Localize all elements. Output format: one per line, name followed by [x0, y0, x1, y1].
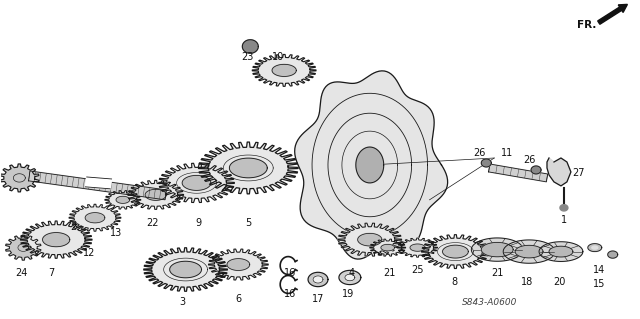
Polygon shape	[397, 238, 438, 257]
Text: 13: 13	[110, 228, 122, 238]
Polygon shape	[471, 238, 523, 261]
Polygon shape	[370, 239, 406, 256]
Polygon shape	[128, 180, 184, 209]
Polygon shape	[294, 71, 447, 259]
Polygon shape	[358, 234, 382, 246]
Text: 24: 24	[15, 268, 28, 278]
Text: 6: 6	[236, 294, 241, 304]
Text: 23: 23	[241, 52, 253, 63]
Text: 21: 21	[491, 268, 504, 278]
FancyArrow shape	[598, 4, 627, 24]
Text: 8: 8	[451, 278, 458, 287]
Text: FR.: FR.	[577, 19, 596, 30]
Polygon shape	[209, 249, 268, 280]
Polygon shape	[608, 251, 618, 258]
Text: 9: 9	[195, 218, 202, 228]
Polygon shape	[308, 272, 328, 287]
Text: 19: 19	[342, 289, 354, 300]
Polygon shape	[356, 147, 384, 183]
Polygon shape	[227, 259, 250, 271]
Polygon shape	[159, 163, 234, 203]
Text: 4: 4	[349, 268, 355, 278]
Text: 22: 22	[147, 218, 159, 228]
Polygon shape	[313, 276, 323, 283]
Polygon shape	[29, 171, 166, 200]
Text: 3: 3	[180, 297, 186, 308]
Text: 12: 12	[83, 248, 95, 258]
Polygon shape	[481, 159, 492, 167]
Text: 10: 10	[272, 52, 284, 63]
Text: 16: 16	[284, 289, 296, 300]
Polygon shape	[339, 271, 361, 285]
Polygon shape	[145, 189, 166, 200]
Text: 2: 2	[70, 222, 76, 232]
Polygon shape	[170, 261, 202, 278]
Polygon shape	[588, 244, 602, 252]
Polygon shape	[410, 244, 425, 251]
Polygon shape	[272, 64, 296, 77]
Polygon shape	[243, 40, 259, 53]
Polygon shape	[422, 235, 489, 269]
Text: 15: 15	[593, 279, 605, 289]
Text: 26: 26	[473, 148, 486, 158]
Polygon shape	[488, 164, 548, 182]
Text: S843-A0600: S843-A0600	[461, 298, 517, 307]
Text: 17: 17	[312, 294, 324, 304]
Text: 18: 18	[521, 278, 533, 287]
Text: 7: 7	[48, 268, 54, 278]
Polygon shape	[592, 246, 598, 249]
Polygon shape	[539, 242, 583, 262]
Text: 27: 27	[573, 168, 585, 178]
Text: 26: 26	[523, 155, 535, 165]
Text: 5: 5	[245, 218, 252, 228]
Polygon shape	[69, 204, 121, 231]
Polygon shape	[144, 248, 227, 291]
Polygon shape	[6, 235, 41, 260]
Polygon shape	[198, 142, 298, 194]
Polygon shape	[481, 242, 513, 257]
Polygon shape	[503, 240, 555, 263]
Polygon shape	[20, 221, 92, 258]
Polygon shape	[442, 245, 468, 258]
Polygon shape	[85, 177, 111, 189]
Polygon shape	[515, 245, 543, 258]
Polygon shape	[560, 204, 568, 211]
Polygon shape	[42, 233, 70, 247]
Polygon shape	[229, 158, 268, 178]
Text: 1: 1	[561, 215, 567, 225]
Text: 25: 25	[412, 264, 424, 275]
Text: 11: 11	[501, 148, 513, 158]
Polygon shape	[381, 244, 394, 251]
Text: 16: 16	[284, 268, 296, 278]
Polygon shape	[252, 55, 316, 86]
Text: 14: 14	[593, 264, 605, 275]
Polygon shape	[531, 166, 541, 174]
Polygon shape	[549, 246, 573, 257]
Polygon shape	[85, 213, 105, 223]
Polygon shape	[105, 190, 141, 209]
Polygon shape	[116, 196, 130, 204]
Polygon shape	[0, 164, 39, 192]
Polygon shape	[182, 175, 211, 190]
Polygon shape	[547, 158, 571, 186]
Polygon shape	[338, 223, 402, 256]
Text: 21: 21	[383, 268, 396, 278]
Text: 20: 20	[553, 278, 565, 287]
Polygon shape	[345, 274, 355, 281]
